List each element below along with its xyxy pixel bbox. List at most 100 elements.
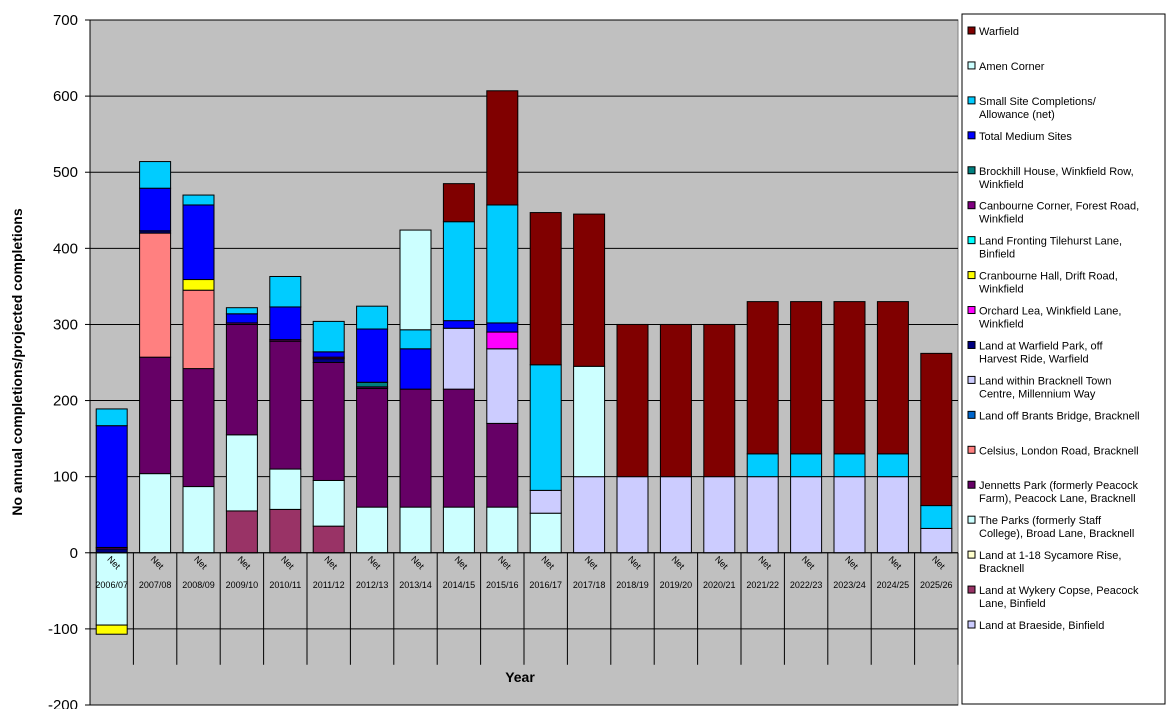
- legend-item: Total Medium Sites: [979, 131, 1072, 143]
- bar-segment: [876, 476, 909, 554]
- bar-segment: [312, 358, 345, 364]
- bar-segment: [269, 340, 302, 470]
- legend-swatch: [967, 61, 976, 70]
- bar-segment: [95, 408, 128, 427]
- bar-segment: [182, 486, 215, 554]
- legend-swatch: [967, 515, 976, 524]
- bar-segment: [95, 425, 128, 548]
- bar-segment: [356, 305, 389, 330]
- bar-segment: [486, 422, 519, 508]
- bar-segment: [486, 506, 519, 554]
- legend-swatch: [967, 96, 976, 105]
- bar-segment: [139, 232, 172, 358]
- x-tick-label: 2016/17: [529, 580, 562, 590]
- legend-item: Jennetts Park (formerly Peacock Farm), Pe…: [979, 480, 1138, 505]
- legend-item: Land Fronting Tilehurst Lane, Binfield: [979, 236, 1122, 261]
- bar-segment: [139, 473, 172, 554]
- bar-segment: [486, 348, 519, 424]
- bar-segment: [312, 351, 345, 358]
- bar-segment: [399, 348, 432, 390]
- legend-swatch: [967, 236, 976, 245]
- legend-item: Land within Bracknell Town Centre, Millen…: [979, 375, 1111, 400]
- legend-item: The Parks (formerly Staff College), Broad…: [979, 515, 1134, 540]
- bar-segment: [139, 187, 172, 232]
- bar-segment: [356, 381, 389, 388]
- bar-segment: [529, 489, 562, 514]
- legend-item: Land at Warfield Park, off Harvest Ride, …: [979, 340, 1103, 365]
- legend-item: Land at Braeside, Binfield: [979, 620, 1104, 632]
- x-tick-label: 2017/18: [573, 580, 606, 590]
- bar-segment: [659, 323, 692, 478]
- bar-segment: [486, 331, 519, 350]
- x-axis: Net2006/07Net2007/08Net2008/09Net2009/10…: [89, 552, 959, 665]
- bar-segment: [486, 90, 519, 206]
- x-tick-label: 2023/24: [833, 580, 866, 590]
- bar-segment: [833, 453, 866, 478]
- bar-segment: [399, 229, 432, 331]
- y-tick-label: 600: [53, 88, 78, 105]
- bar-segment: [703, 476, 736, 554]
- bar-segment: [269, 306, 302, 341]
- bar-segment: [182, 368, 215, 488]
- bar-segment: [616, 476, 649, 554]
- bar-segment: [529, 212, 562, 366]
- bar-segment: [746, 453, 779, 478]
- bar-segment: [442, 388, 475, 508]
- bar-segment: [182, 194, 215, 206]
- bar-segment: [182, 289, 215, 370]
- bar-segment: [790, 453, 823, 478]
- x-tick-label: 2025/26: [920, 580, 953, 590]
- bar-segment: [746, 476, 779, 554]
- bar-segment: [659, 476, 692, 554]
- bar-segment: [356, 328, 389, 383]
- bar-segment: [920, 352, 953, 507]
- bar-segment: [269, 508, 302, 554]
- y-axis: -200 -100 0 100 200 300 400 500 600 700: [48, 12, 91, 709]
- legend-swatch: [967, 26, 976, 35]
- bar-segment: [312, 479, 345, 527]
- legend-swatch: [967, 271, 976, 280]
- bar-segment: [616, 323, 649, 478]
- bar-segment: [442, 327, 475, 390]
- x-tick-label: 2019/20: [660, 580, 693, 590]
- x-tick-label: 2015/16: [486, 580, 519, 590]
- bar-segment: [225, 313, 258, 324]
- bar-segment: [312, 320, 345, 353]
- bar-segment: [312, 525, 345, 554]
- legend-swatch: [967, 201, 976, 210]
- legend-item: Land at Wykery Copse, Peacock Lane, Binfi…: [979, 585, 1139, 610]
- bar-segment: [399, 506, 432, 554]
- y-tick-label: 100: [53, 469, 78, 486]
- y-tick-label: 200: [53, 393, 78, 410]
- legend-swatch: [967, 445, 976, 454]
- x-tick-label: 2009/10: [226, 580, 259, 590]
- bar-segment: [442, 221, 475, 322]
- x-tick-label: 2012/13: [356, 580, 389, 590]
- legend-item: Cranbourne Hall, Drift Road, Winkfield: [979, 271, 1118, 296]
- bar-segment: [529, 512, 562, 554]
- legend-swatch: [967, 585, 976, 594]
- x-tick-label: 2021/22: [746, 580, 779, 590]
- bar-segment: [790, 301, 823, 455]
- legend-item: Small Site Completions/Allowance (net): [979, 96, 1097, 121]
- bar-segment: [876, 301, 909, 455]
- bar-segment: [225, 307, 258, 315]
- legend-swatch: [967, 620, 976, 629]
- bar-segment: [486, 204, 519, 324]
- bar-segment: [225, 323, 258, 436]
- legend: Warfield Amen Corner Small Site Completion…: [961, 13, 1166, 705]
- legend-swatch: [967, 375, 976, 384]
- bar-segment: [876, 453, 909, 478]
- x-tick-label: 2013/14: [399, 580, 432, 590]
- y-tick-label: 300: [53, 316, 78, 333]
- legend-swatch: [967, 131, 976, 140]
- legend-swatch: [967, 410, 976, 419]
- bar-segment: [399, 329, 432, 350]
- bar-segment: [833, 301, 866, 455]
- bar-segment: [269, 275, 302, 308]
- bar-segment: [529, 364, 562, 491]
- legend-item: Land at 1-18 Sycamore Rise, Bracknell: [979, 550, 1121, 575]
- bar-segment: [269, 468, 302, 510]
- bar-segment: [225, 434, 258, 512]
- x-axis-title: Year: [505, 669, 535, 685]
